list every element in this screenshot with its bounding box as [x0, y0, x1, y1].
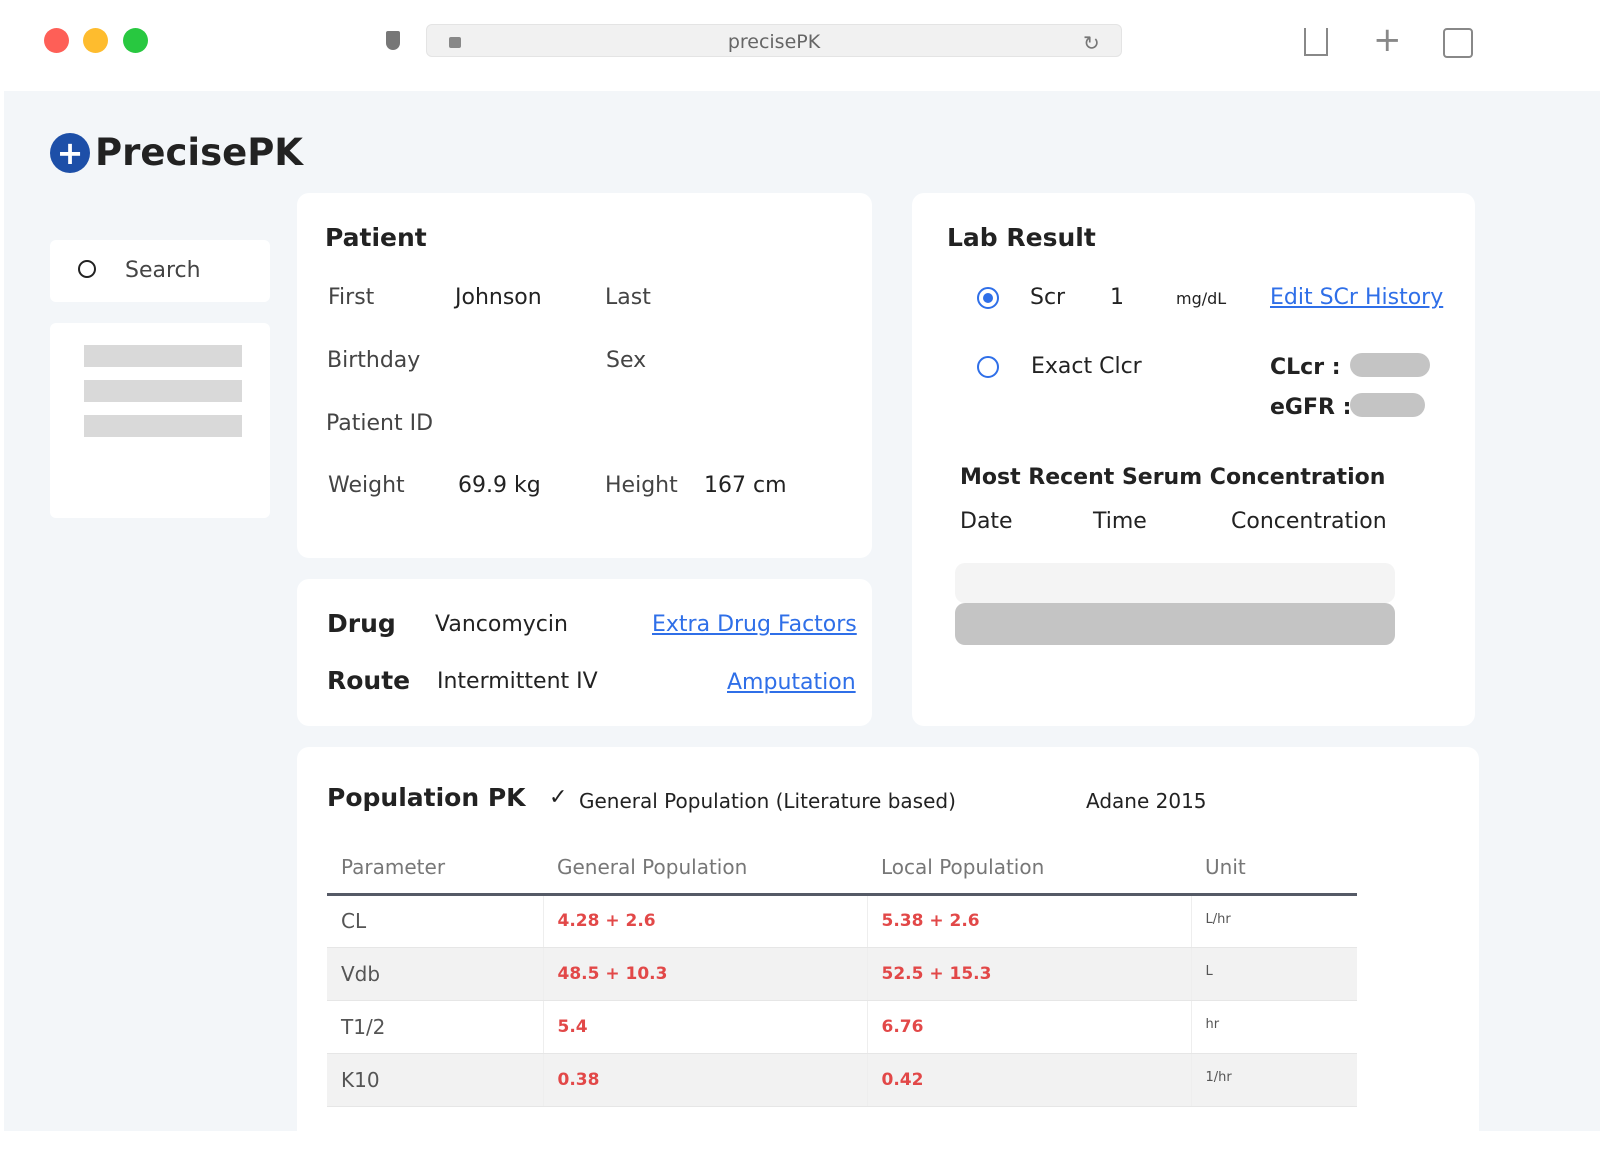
last-label: Last: [605, 285, 651, 310]
unit-cell: L: [1190, 947, 1357, 1001]
exact-clcr-radio[interactable]: [977, 356, 999, 378]
table-row: CL 4.28 + 2.6 5.38 + 2.6 L/hr: [327, 894, 1357, 948]
scr-unit: mg/dL: [1176, 289, 1227, 308]
search-label: Search: [125, 258, 201, 283]
serum-row[interactable]: [955, 563, 1395, 603]
parameter-cell: Vdb: [327, 947, 543, 1001]
reference-label: Adane 2015: [1086, 789, 1207, 813]
sidebar-list: [50, 323, 270, 518]
egfr-value: [1350, 393, 1425, 417]
height-label: Height: [605, 473, 678, 498]
general-value-cell: 0.38: [542, 1053, 867, 1107]
local-value-cell: 52.5 + 15.3: [866, 947, 1191, 1001]
sidebar-placeholder: [84, 345, 242, 367]
route-value[interactable]: Intermittent IV: [437, 669, 598, 694]
parameter-cell: T1/2: [327, 1000, 543, 1054]
table-row: K10 0.38 0.42 1/hr: [327, 1053, 1357, 1107]
time-column-header: Time: [1093, 509, 1147, 534]
general-value-cell: 4.28 + 2.6: [542, 894, 867, 948]
sidebar-placeholder: [84, 380, 242, 402]
clcr-label: CLcr :: [1270, 355, 1341, 380]
population-option[interactable]: General Population (Literature based): [579, 789, 956, 813]
lab-result-card: Lab Result Scr 1 mg/dL Edit SCr History …: [912, 193, 1475, 726]
general-value-cell: 5.4: [542, 1000, 867, 1054]
concentration-column-header: Concentration: [1231, 509, 1387, 534]
column-header: Local Population: [867, 842, 1191, 896]
share-icon[interactable]: [1304, 28, 1328, 56]
amputation-link[interactable]: Amputation: [727, 670, 856, 695]
column-header: Parameter: [327, 842, 543, 896]
drug-label: Drug: [327, 609, 396, 638]
route-label: Route: [327, 666, 411, 695]
lock-icon: [449, 37, 461, 48]
column-header: Unit: [1191, 842, 1357, 896]
lab-result-title: Lab Result: [947, 223, 1096, 252]
scr-value[interactable]: 1: [1110, 285, 1124, 310]
exact-clcr-label: Exact Clcr: [1031, 354, 1142, 379]
local-value-cell: 5.38 + 2.6: [866, 894, 1191, 948]
search-icon: [78, 260, 96, 278]
weight-value[interactable]: 69.9 kg: [458, 473, 541, 498]
serum-row[interactable]: [955, 603, 1395, 645]
close-window-button[interactable]: [44, 28, 69, 53]
serum-title: Most Recent Serum Concentration: [960, 465, 1386, 490]
app-container: + PrecisePK Search Patient First Johnson…: [4, 91, 1600, 1147]
patient-title: Patient: [325, 223, 427, 252]
column-header: General Population: [543, 842, 867, 896]
first-label: First: [328, 285, 375, 310]
reload-icon[interactable]: ↻: [1083, 31, 1100, 55]
parameter-cell: K10: [327, 1053, 543, 1107]
date-column-header: Date: [960, 509, 1013, 534]
sex-label: Sex: [606, 348, 647, 373]
logo-text: PrecisePK: [95, 131, 303, 174]
local-value-cell: 6.76: [866, 1000, 1191, 1054]
birthday-label: Birthday: [327, 348, 421, 373]
address-bar[interactable]: precisePK ↻: [426, 24, 1122, 57]
pk-table: Parameter General Population Local Popul…: [327, 842, 1357, 1107]
clcr-value: [1350, 353, 1430, 377]
shield-icon[interactable]: [386, 31, 400, 50]
sidebar-placeholder: [84, 415, 242, 437]
unit-cell: 1/hr: [1190, 1053, 1357, 1107]
parameter-cell: CL: [327, 894, 543, 948]
local-value-cell: 0.42: [866, 1053, 1191, 1107]
table-row: Vdb 48.5 + 10.3 52.5 + 15.3 L: [327, 947, 1357, 1001]
weight-label: Weight: [328, 473, 405, 498]
new-tab-icon[interactable]: +: [1373, 20, 1402, 60]
logo: + PrecisePK: [50, 131, 303, 174]
url-text: precisePK: [727, 31, 821, 53]
drug-card: Drug Vancomycin Extra Drug Factors Route…: [297, 579, 872, 726]
minimize-window-button[interactable]: [83, 28, 108, 53]
tabs-overview-icon[interactable]: [1443, 28, 1473, 58]
check-icon: ✓: [549, 785, 568, 810]
table-row: T1/2 5.4 6.76 hr: [327, 1000, 1357, 1054]
drug-value[interactable]: Vancomycin: [435, 612, 568, 637]
scr-radio[interactable]: [977, 287, 999, 309]
patient-card: Patient First Johnson Last Birthday Sex …: [297, 193, 872, 558]
patient-id-label: Patient ID: [326, 411, 434, 436]
unit-cell: L/hr: [1190, 894, 1357, 948]
unit-cell: hr: [1190, 1000, 1357, 1054]
population-pk-title: Population PK: [327, 783, 526, 812]
general-value-cell: 48.5 + 10.3: [542, 947, 867, 1001]
height-value[interactable]: 167 cm: [704, 473, 787, 498]
extra-drug-factors-link[interactable]: Extra Drug Factors: [652, 612, 857, 637]
search-box[interactable]: Search: [50, 240, 270, 302]
egfr-label: eGFR :: [1270, 395, 1352, 420]
scr-label: Scr: [1030, 285, 1066, 310]
logo-plus-icon: +: [50, 132, 90, 173]
first-value[interactable]: Johnson: [455, 285, 542, 310]
population-pk-card: Population PK ✓ General Population (Lite…: [297, 747, 1479, 1147]
maximize-window-button[interactable]: [123, 28, 148, 53]
edit-scr-history-link[interactable]: Edit SCr History: [1270, 285, 1444, 310]
